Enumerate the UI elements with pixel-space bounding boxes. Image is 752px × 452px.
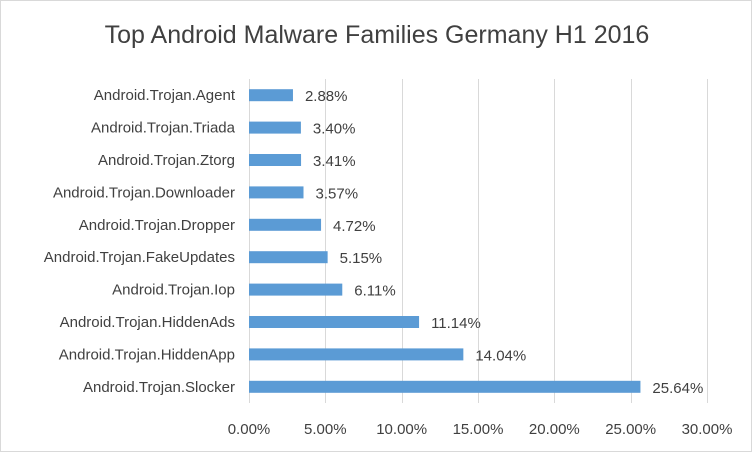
x-tick-label: 25.00%	[605, 421, 656, 438]
bar	[249, 283, 343, 296]
bar	[249, 186, 304, 199]
category-label: Android.Trojan.Downloader	[53, 184, 235, 201]
category-label: Android.Trojan.Slocker	[83, 379, 235, 396]
bar	[249, 251, 328, 264]
category-labels: Android.Trojan.Agent Android.Trojan.Triad…	[44, 87, 236, 396]
bar	[249, 348, 464, 361]
category-label: Android.Trojan.HiddenAds	[60, 314, 235, 331]
bars	[249, 89, 641, 393]
data-labels: 2.88% 3.40% 3.41% 3.57% 4.72% 5.15% 6.11% 11.14…	[305, 88, 703, 397]
bar	[249, 89, 293, 102]
x-tick-label: 10.00%	[376, 421, 427, 438]
data-label: 2.88%	[305, 88, 348, 105]
data-label: 14.04%	[475, 347, 526, 364]
data-label: 3.40%	[313, 121, 356, 138]
bar	[249, 218, 322, 231]
data-label: 3.57%	[316, 185, 359, 202]
data-label: 11.14%	[431, 315, 481, 332]
category-label: Android.Trojan.Iop	[112, 282, 235, 299]
x-tick-label: 15.00%	[453, 421, 504, 438]
bar	[249, 154, 302, 166]
x-tick-label: 20.00%	[529, 421, 580, 438]
data-label: 4.72%	[333, 218, 376, 235]
category-label: Android.Trojan.Triada	[91, 120, 236, 137]
bar	[249, 121, 301, 134]
category-label: Android.Trojan.Dropper	[79, 217, 235, 234]
data-label: 5.15%	[340, 250, 383, 267]
data-label: 6.11%	[354, 283, 395, 300]
data-label: 25.64%	[652, 380, 703, 397]
chart-title: Top Android Malware Families Germany H1 …	[104, 21, 650, 49]
bar	[249, 316, 420, 328]
category-label: Android.Trojan.Ztorg	[98, 152, 235, 169]
x-tick-label: 5.00%	[304, 421, 347, 438]
x-axis-ticks: 0.00% 5.00% 10.00% 15.00% 20.00% 25.00% 30.00%	[228, 421, 733, 438]
x-tick-label: 0.00%	[228, 421, 271, 438]
category-label: Android.Trojan.FakeUpdates	[44, 249, 235, 266]
category-label: Android.Trojan.Agent	[94, 87, 236, 104]
category-label: Android.Trojan.HiddenApp	[59, 346, 235, 363]
data-label: 3.41%	[313, 153, 356, 170]
bar	[249, 380, 641, 393]
x-tick-label: 30.00%	[682, 421, 733, 438]
